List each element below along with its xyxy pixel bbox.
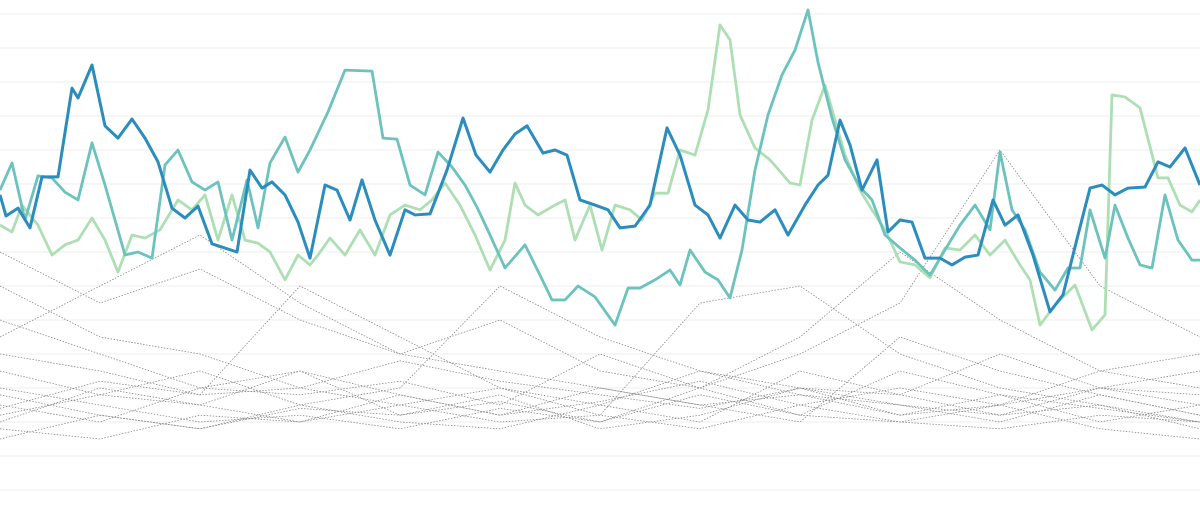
context-line-3 [0,370,1200,430]
context-line-4 [0,251,1200,416]
highlight-line-2 [0,8,1200,327]
context-line-13 [0,319,1200,416]
context-line-10 [0,336,1200,440]
context-line-6 [0,370,1200,440]
context-line-9 [0,285,1200,423]
context-lines [0,149,1200,440]
context-line-8 [0,285,1200,416]
highlight-line-1 [0,63,1200,314]
context-line-12 [0,149,1200,430]
context-line-14 [0,360,1200,423]
context-line-2 [0,285,1200,430]
gridlines [0,13,1200,491]
context-line-1 [0,387,1200,440]
highlight-lines [0,8,1200,332]
highlight-line-3 [0,23,1200,332]
context-line-11 [0,234,1200,389]
